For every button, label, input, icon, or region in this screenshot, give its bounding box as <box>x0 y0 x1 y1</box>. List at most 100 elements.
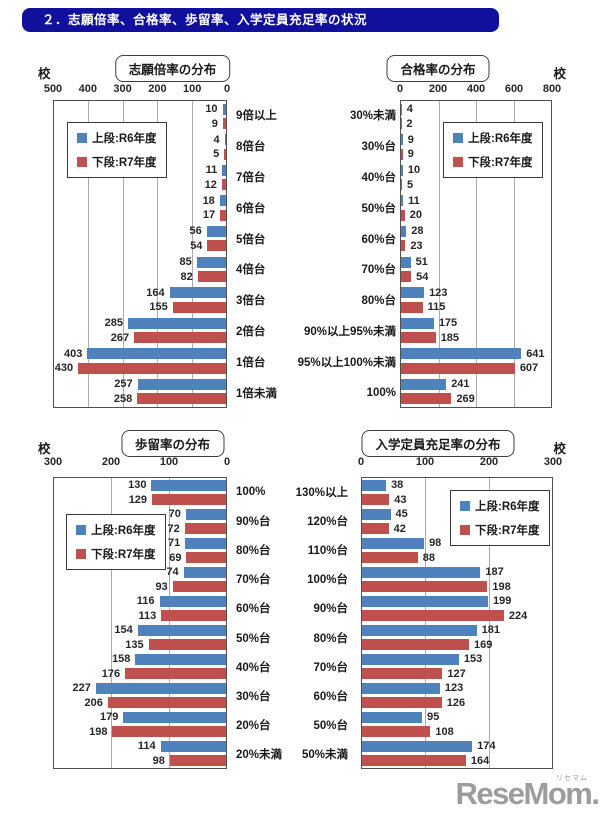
bar-line: 88 <box>362 551 552 565</box>
legend: 上段:R6年度 下段:R7年度 <box>450 490 550 546</box>
category-label: 7倍台 <box>236 171 266 184</box>
legend-item: 下段:R7年度 <box>453 154 533 170</box>
bar-line: 69 <box>54 551 226 565</box>
resemom-logo-dot: . <box>591 776 600 811</box>
legend: 上段:R6年度 下段:R7年度 <box>66 514 166 570</box>
legend-label: 下段:R7年度 <box>91 549 156 561</box>
bar-line: 127 <box>362 667 552 681</box>
bar-line: 199 <box>362 595 552 609</box>
category-row: 98 88 <box>362 536 552 565</box>
bar-value: 43 <box>394 493 407 506</box>
bar <box>362 639 470 651</box>
bar-value: 206 <box>84 696 103 709</box>
chart-title: 合格率の分布 <box>386 55 490 82</box>
bar-value: 154 <box>114 624 133 637</box>
bar <box>196 256 226 268</box>
axis-ticks: 500 400 300 200 100 0 <box>44 83 231 97</box>
bar <box>148 639 226 651</box>
bar-line: 224 <box>362 609 552 623</box>
bar-value: 70 <box>168 508 181 521</box>
legend-item: 下段:R7年度 <box>77 154 157 170</box>
category-label: 40%台 <box>236 661 271 674</box>
bar <box>197 271 226 283</box>
axis-tick: 600 <box>504 83 524 95</box>
category-label: 9倍以上 <box>236 110 277 123</box>
bar-value: 174 <box>477 740 496 753</box>
bar <box>362 726 431 738</box>
category-row: 123 115 <box>401 285 551 316</box>
legend-item: 上段:R6年度 <box>460 498 540 514</box>
bar-line: 267 <box>54 331 226 345</box>
axis-tick: 200 <box>428 83 448 95</box>
category-row: 28 23 <box>401 223 551 254</box>
bar <box>95 682 226 694</box>
category-row: 158 176 <box>54 652 226 681</box>
bar-value: 607 <box>519 362 539 375</box>
bar-line: 70 <box>54 508 226 522</box>
bar <box>401 225 407 237</box>
bar-value: 9 <box>211 117 218 130</box>
bar-line: 206 <box>54 696 226 710</box>
bar-line: 175 <box>401 316 551 330</box>
legend-swatch <box>77 133 87 143</box>
bar-value: 45 <box>395 508 408 521</box>
bar-value: 185 <box>440 331 460 344</box>
axis-tick: 0 <box>223 83 231 95</box>
category-row: 257 258 <box>54 376 226 407</box>
bar-value: 11 <box>408 194 420 207</box>
category-row: 187 198 <box>362 565 552 594</box>
bar-value: 114 <box>137 740 156 753</box>
bar <box>401 378 447 390</box>
axis-tick: 800 <box>542 83 562 95</box>
bar-line: 12 <box>54 178 226 192</box>
bar <box>362 711 423 723</box>
bar-value: 18 <box>202 194 215 207</box>
bar <box>125 668 226 680</box>
bar-rows: 10 9 4 5 11 12 18 17 56 54 85 82 164 155 285 267 403 430 2… <box>54 101 226 407</box>
axis-tick: 300 <box>43 456 63 468</box>
legend: 上段:R6年度 下段:R7年度 <box>443 122 543 178</box>
legend-item: 下段:R7年度 <box>76 546 156 562</box>
category-row: 18 17 <box>54 193 226 224</box>
bar-line: 10 <box>54 102 226 116</box>
legend-item: 上段:R6年度 <box>453 130 533 146</box>
category-row: 164 155 <box>54 285 226 316</box>
category-label: 90%台 <box>236 515 271 528</box>
legend: 上段:R6年度 下段:R7年度 <box>67 122 167 178</box>
bar-line: 123 <box>362 682 552 696</box>
bar <box>183 566 226 578</box>
bar <box>172 581 226 593</box>
bar-line: 198 <box>54 725 226 739</box>
page-title: ２．志願倍率、合格率、歩留率、入学定員充足率の状況 <box>22 8 499 32</box>
category-row: 95 108 <box>362 710 552 739</box>
category-label: 100%台 <box>307 574 348 587</box>
bar-line: 54 <box>401 270 551 284</box>
category-label: 50%台 <box>361 202 396 215</box>
bar-value: 127 <box>447 667 466 680</box>
category-label: 20%台 <box>236 720 271 733</box>
bar-line: 198 <box>362 580 552 594</box>
axis-tick: 0 <box>357 456 365 468</box>
legend-label: 上段:R6年度 <box>91 525 156 537</box>
gridline <box>122 101 124 407</box>
bar-value: 9 <box>407 148 414 161</box>
bar <box>362 682 440 694</box>
axis-tick: 400 <box>78 83 97 95</box>
bar-value: 269 <box>456 392 475 405</box>
axis-tick: 100 <box>415 456 435 468</box>
bar-line: 93 <box>54 580 226 594</box>
category-label: 50%台 <box>313 720 348 733</box>
bar-value: 72 <box>167 522 180 535</box>
category-label: 95%以上100%未満 <box>297 356 396 369</box>
axis-tick: 0 <box>396 83 404 95</box>
bar-line: 641 <box>401 347 551 361</box>
bar-line: 116 <box>54 595 226 609</box>
bar <box>362 508 391 520</box>
category-row: 116 113 <box>54 594 226 623</box>
gridline <box>88 101 90 407</box>
category-label: 120%台 <box>307 515 348 528</box>
bar-value: 95 <box>427 711 440 724</box>
bar-value: 71 <box>168 537 181 550</box>
bar-line: 71 <box>54 537 226 551</box>
bar-line: 17 <box>54 209 226 223</box>
